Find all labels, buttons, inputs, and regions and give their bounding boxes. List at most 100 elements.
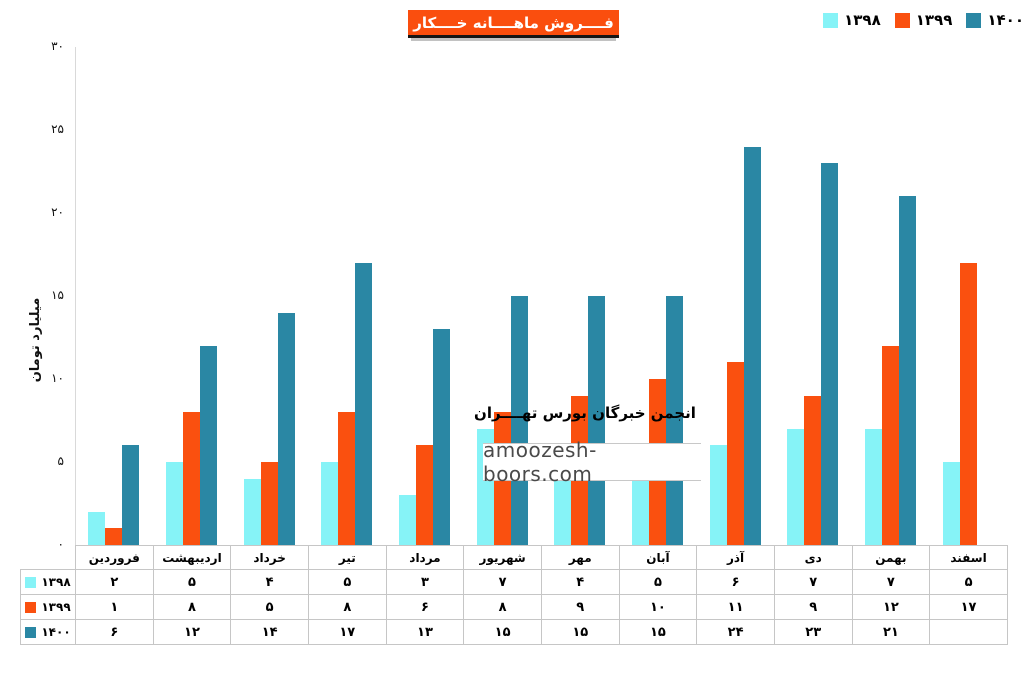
bar-1400-month-8	[666, 296, 683, 545]
table-month-header: مرداد	[385, 545, 465, 570]
table-value-cell: ۳	[385, 569, 465, 595]
table-value-cell: ۵	[929, 569, 1008, 595]
table-month-header: خرداد	[230, 545, 309, 570]
table-value-cell	[929, 619, 1008, 645]
table-value-cell: ۷	[463, 569, 542, 595]
table-value-cell: ۵	[152, 569, 232, 595]
legend-item: ۱۴۰۰	[966, 11, 1024, 29]
table-month-header: دی	[773, 545, 853, 570]
y-axis-line	[75, 47, 76, 545]
table-value-cell: ۲۱	[851, 619, 931, 645]
legend-item: ۱۳۹۹	[894, 11, 953, 29]
bar-1398-month-7	[554, 478, 572, 545]
table-row-label: ۱۳۹۸	[20, 569, 76, 595]
chart-data-table: فروردین اردیبهشت خرداد تیر مرداد شهریور مهر آبا…	[20, 545, 1008, 645]
row-label-swatch	[25, 601, 37, 613]
bar-1398-month-1	[88, 511, 106, 545]
table-value-cell: ۶	[75, 619, 154, 645]
bar-1398-month-2	[166, 462, 183, 545]
bar-1400-month-3	[277, 312, 295, 545]
table-value-cell: ۴	[230, 569, 309, 595]
legend-label: ۱۳۹۹	[915, 11, 953, 29]
legend-swatch	[894, 12, 910, 28]
table-value-cell: ۱۵	[463, 619, 542, 645]
bar-1400-month-10	[821, 163, 839, 545]
table-month-header: اسفند	[929, 545, 1008, 570]
table-value-cell: ۲۴	[696, 619, 775, 645]
bar-1400-month-6	[510, 296, 528, 545]
bar-1399-month-12	[959, 262, 977, 545]
bar-1400-month-5	[433, 329, 450, 545]
table-row: ۱۳۹۹ ۱ ۸ ۵ ۸ ۶ ۸ ۹ ۱۰ ۱۱ ۹ ۱۲ ۱۷	[20, 594, 1008, 620]
legend-label: ۱۳۹۸	[844, 11, 881, 29]
table-value-cell: ۴	[540, 569, 620, 595]
table-value-cell: ۲۳	[773, 619, 853, 645]
bar-1399-month-2	[183, 412, 200, 545]
table-value-cell: ۵	[307, 569, 387, 595]
table-month-header: تیر	[307, 545, 387, 570]
watermark-persian-text: انجمن خبرگان بورس تهــــران	[474, 404, 696, 422]
table-value-cell: ۹	[540, 594, 620, 620]
y-tick-label: ۵	[57, 454, 64, 468]
bar-1398-month-10	[787, 428, 805, 545]
y-tick-label: ۱۵	[51, 288, 64, 302]
bar-1400-month-1	[122, 445, 140, 545]
bar-1399-month-3	[260, 462, 278, 545]
chart-title: فــــروش ماهــــانه خــــکار	[408, 10, 619, 38]
y-tick-label: ۲۵	[51, 122, 64, 136]
table-row-label: ۱۴۰۰	[20, 619, 76, 645]
bar-1398-month-3	[243, 478, 261, 545]
legend-swatch	[823, 12, 839, 28]
watermark-site-url: amoozesh-boors.com	[483, 438, 597, 486]
table-month-header: اردیبهشت	[152, 545, 232, 570]
table-value-cell: ۶	[696, 569, 775, 595]
table-row: ۱۳۹۸ ۲ ۵ ۴ ۵ ۳ ۷ ۴ ۵ ۶ ۷ ۷ ۵	[20, 569, 1008, 595]
row-label-swatch	[25, 576, 37, 588]
bar-1400-month-2	[200, 345, 217, 545]
table-value-cell: ۸	[152, 594, 232, 620]
legend-swatch	[966, 12, 982, 28]
bar-1398-month-12	[942, 462, 960, 545]
table-month-header: شهریور	[463, 545, 542, 570]
y-tick-label: ۳۰	[51, 39, 64, 53]
y-tick-label: ۲۰	[51, 205, 64, 219]
table-value-cell: ۱۵	[618, 619, 698, 645]
table-value-cell: ۱۴	[230, 619, 309, 645]
table-value-cell: ۷	[851, 569, 931, 595]
table-value-cell: ۱۵	[540, 619, 620, 645]
table-value-cell: ۱	[75, 594, 154, 620]
table-month-header: آبان	[618, 545, 698, 570]
table-row: ۱۴۰۰ ۶ ۱۲ ۱۴ ۱۷ ۱۳ ۱۵ ۱۵ ۱۵ ۲۴ ۲۳ ۲۱	[20, 619, 1008, 645]
table-value-cell: ۸	[307, 594, 387, 620]
bar-1400-month-7	[588, 296, 606, 545]
table-value-cell: ۶	[385, 594, 465, 620]
bar-1398-month-8	[632, 462, 649, 545]
legend-item: ۱۳۹۸	[823, 11, 881, 29]
bar-1400-month-4	[355, 262, 373, 545]
bar-1400-month-9	[743, 146, 761, 545]
bar-1398-month-11	[865, 428, 882, 545]
bar-1398-month-9	[709, 445, 727, 545]
table-value-cell: ۹	[773, 594, 853, 620]
row-label-year: ۱۳۹۹	[41, 600, 71, 614]
table-value-cell: ۸	[463, 594, 542, 620]
y-tick-label: ۰	[57, 537, 64, 551]
bar-1398-month-5	[399, 495, 416, 545]
table-month-header: آذر	[696, 545, 775, 570]
bar-1400-month-11	[899, 196, 916, 545]
table-value-cell: ۱۱	[696, 594, 775, 620]
bar-1399-month-9	[726, 362, 744, 545]
row-label-swatch	[25, 626, 37, 638]
table-value-cell: ۷	[773, 569, 853, 595]
bar-1399-month-4	[338, 412, 356, 545]
table-value-cell: ۱۰	[618, 594, 698, 620]
table-value-cell: ۱۲	[851, 594, 931, 620]
watermark-box: amoozesh-boors.com	[483, 438, 701, 486]
table-value-cell: ۱۷	[307, 619, 387, 645]
bar-1399-month-10	[804, 395, 822, 545]
table-value-cell: ۱۳	[385, 619, 465, 645]
bar-1399-month-11	[882, 345, 899, 545]
bar-1399-month-1	[105, 528, 123, 545]
table-row-label: ۱۳۹۹	[20, 594, 76, 620]
